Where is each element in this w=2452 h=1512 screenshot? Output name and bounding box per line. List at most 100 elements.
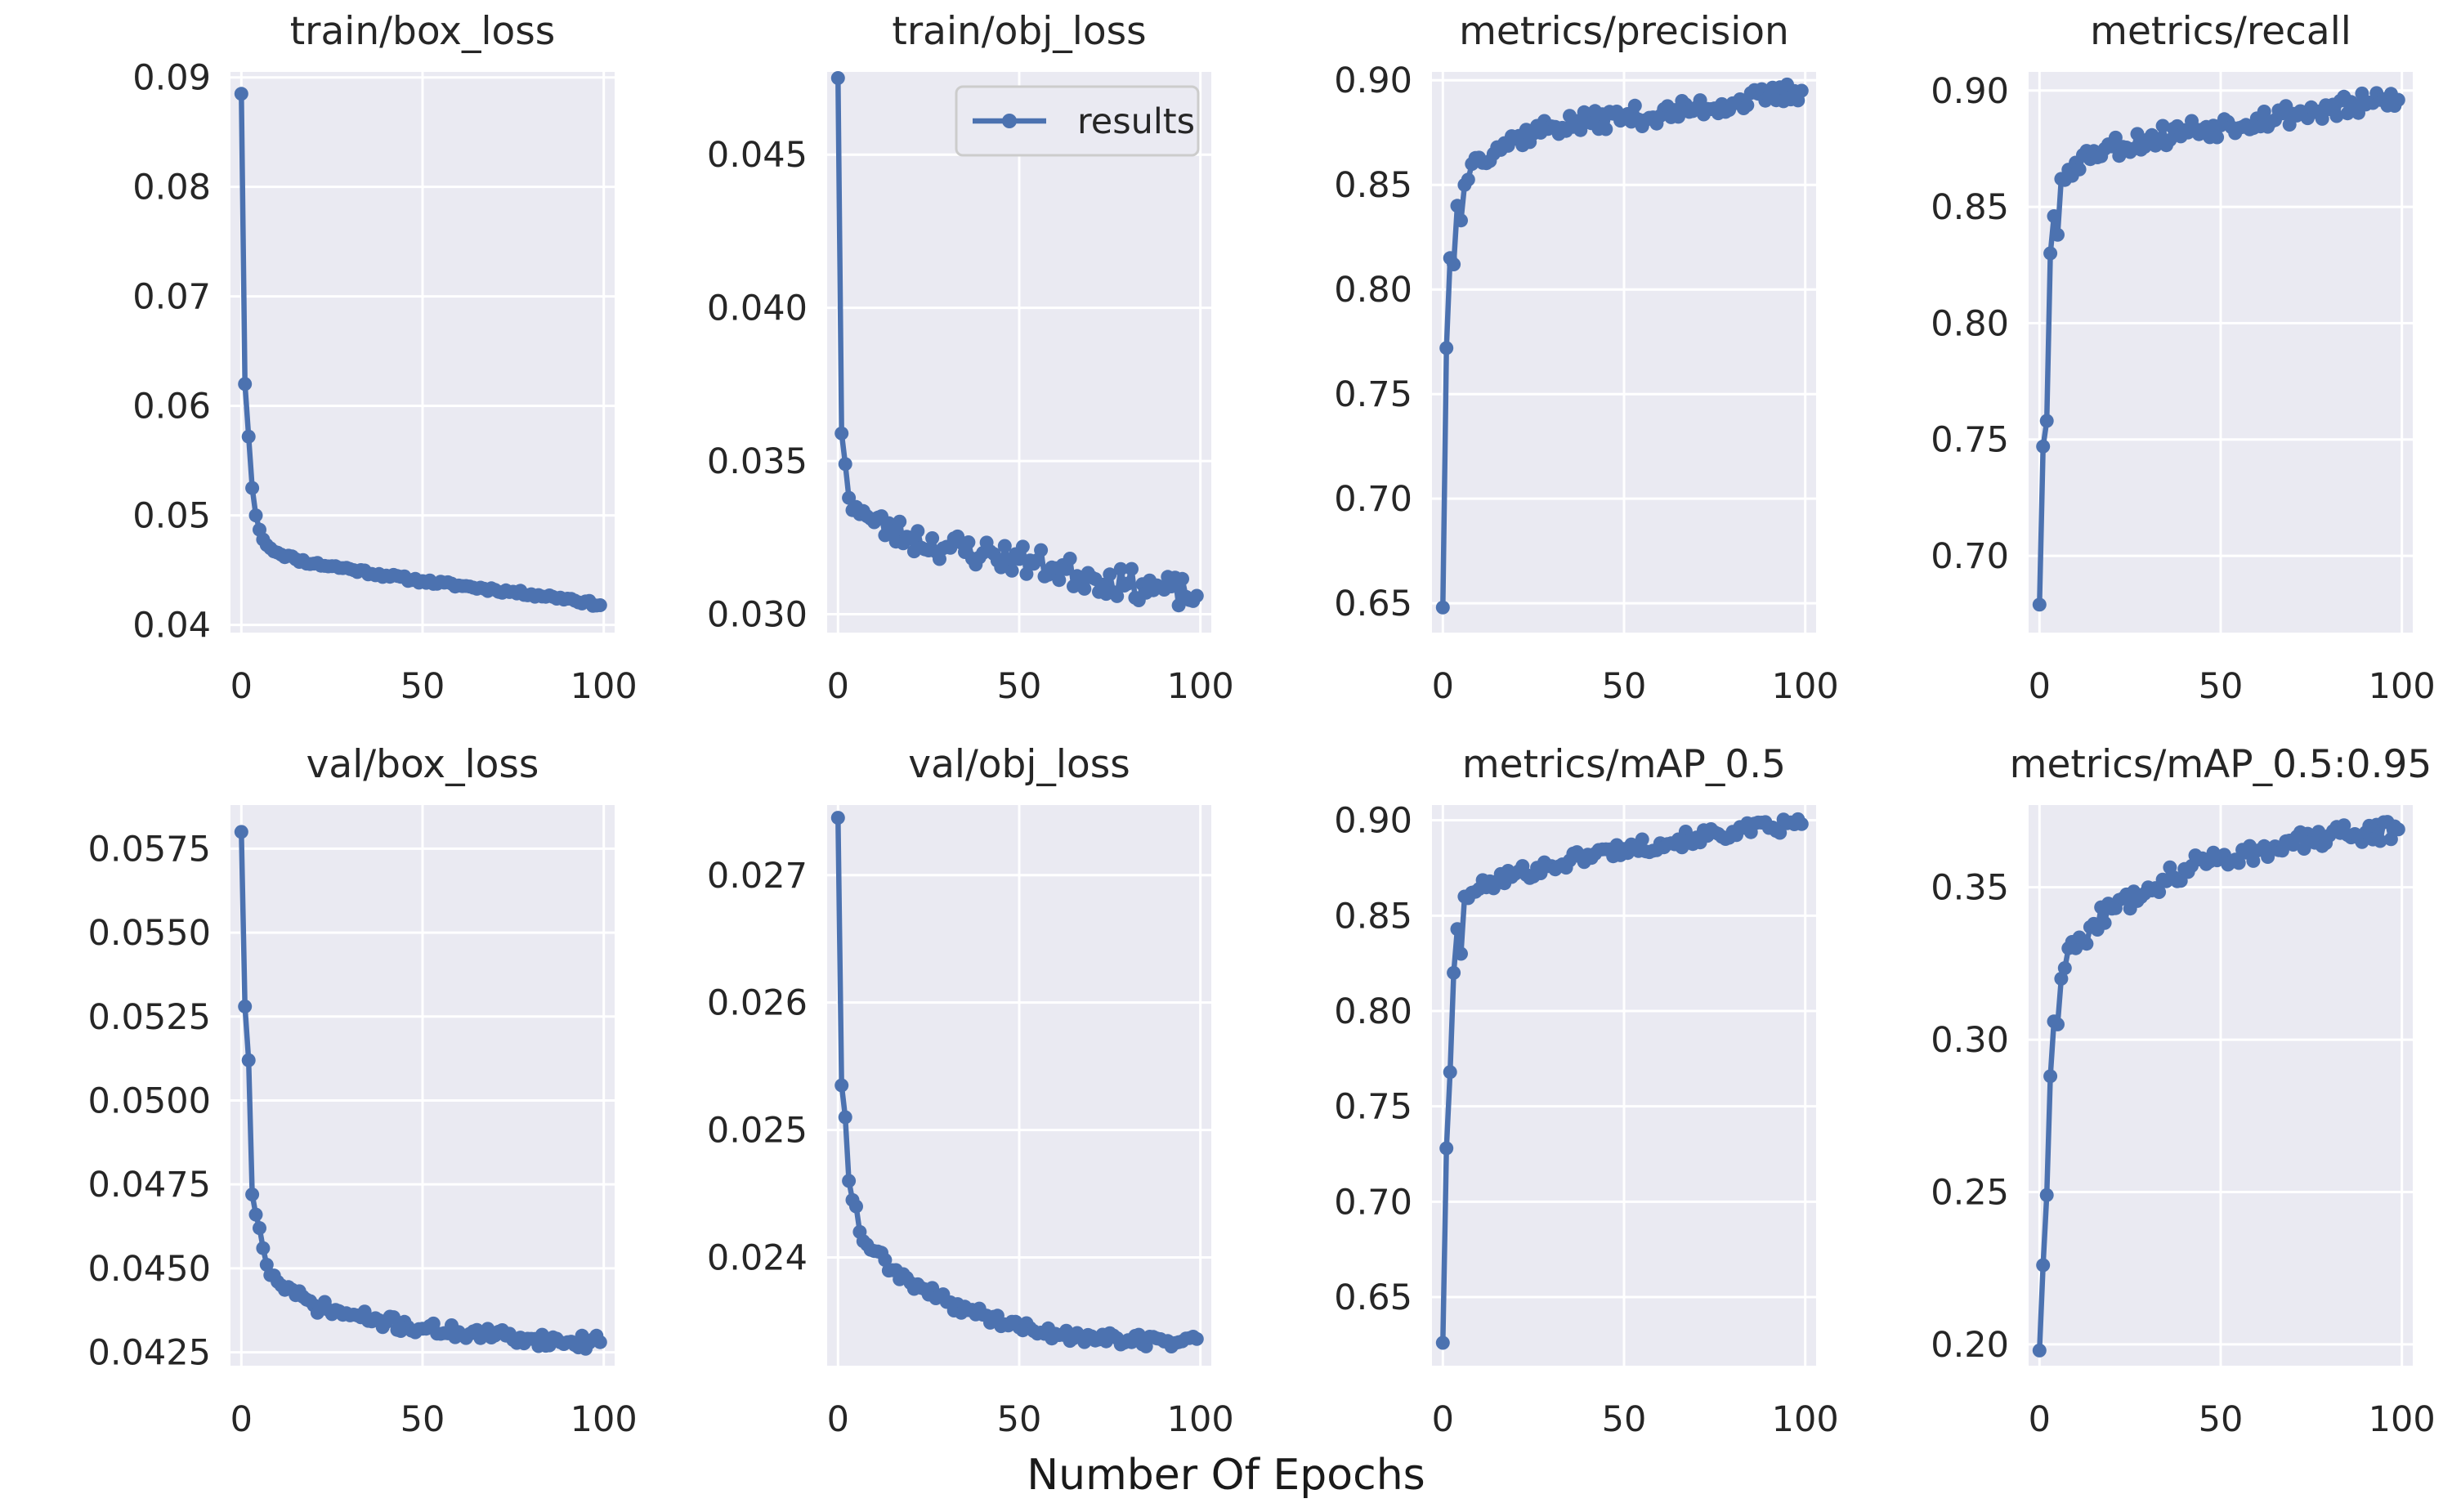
legend-box <box>955 85 1200 157</box>
data-point <box>1740 98 1755 113</box>
y-tick-label: 0.04 <box>132 606 211 646</box>
data-point <box>842 1174 857 1188</box>
x-tick-label: 100 <box>1167 1399 1234 1440</box>
y-tick-label: 0.07 <box>132 277 211 318</box>
data-point <box>2163 132 2177 147</box>
legend-marker <box>1002 114 1017 128</box>
data-point <box>248 508 263 523</box>
data-point <box>2036 1258 2051 1273</box>
data-point <box>1103 567 1117 582</box>
y-tick-label: 0.35 <box>1931 868 2009 909</box>
data-point <box>925 531 940 545</box>
chart-panel-5: 0 50 100 0.0425 0.0450 0.0475 0.0500 0.0525 0.05… <box>88 742 638 1440</box>
x-tick-label: 0 <box>827 1399 849 1440</box>
data-point <box>2043 246 2058 261</box>
data-point <box>1121 576 1135 591</box>
y-tick-label: 0.026 <box>707 983 808 1024</box>
y-tick-label: 0.05 <box>132 496 211 537</box>
data-point <box>241 429 256 444</box>
x-tick-label: 50 <box>400 666 445 707</box>
data-point <box>1077 581 1092 596</box>
data-point <box>2311 825 2326 839</box>
data-point <box>2079 937 2094 951</box>
data-point <box>838 1110 852 1125</box>
chart-panel-6: 0 50 100 0.024 0.025 0.026 0.027 val/obj_loss <box>707 742 1234 1440</box>
y-tick-label: 0.0550 <box>88 913 211 954</box>
data-point <box>2051 1017 2065 1031</box>
x-tick-label: 50 <box>1602 666 1647 707</box>
chart-title: metrics/precision <box>1459 9 1789 54</box>
x-tick-label: 100 <box>570 1399 638 1440</box>
y-tick-label: 0.65 <box>1334 1277 1412 1318</box>
y-tick-label: 0.040 <box>707 289 808 329</box>
data-point <box>2097 915 2112 930</box>
data-point <box>1443 1065 1457 1080</box>
x-tick-label: 50 <box>2199 666 2244 707</box>
x-axis-label: Number Of Epochs <box>1027 1451 1425 1500</box>
x-tick-label: 100 <box>2369 666 2436 707</box>
chart-panel-7: 0 50 100 0.65 0.70 0.75 0.80 0.85 0.90 metrics/mA… <box>1334 742 1838 1440</box>
x-tick-label: 100 <box>1772 666 1839 707</box>
chart-panel-2: 0 50 100 0.030 0.035 0.040 0.045 train/obj_loss… <box>707 9 1234 707</box>
x-tick-label: 50 <box>1602 1399 1647 1440</box>
y-tick-label: 0.70 <box>1334 1182 1412 1223</box>
data-point <box>593 1335 607 1349</box>
data-point <box>1773 825 1788 840</box>
y-tick-label: 0.85 <box>1334 165 1412 206</box>
x-tick-label: 100 <box>2369 1399 2436 1440</box>
data-point <box>1189 588 1204 603</box>
data-point <box>2231 856 2246 870</box>
data-point <box>593 598 607 612</box>
y-tick-label: 0.20 <box>1931 1325 2009 1366</box>
x-tick-label: 100 <box>1167 666 1234 707</box>
y-tick-label: 0.0575 <box>88 829 211 870</box>
chart-title: metrics/mAP_0.5 <box>1462 742 1786 787</box>
data-point <box>253 1221 266 1236</box>
x-tick-label: 50 <box>997 1399 1042 1440</box>
y-tick-label: 0.08 <box>132 168 211 208</box>
y-tick-label: 0.85 <box>1931 187 2009 228</box>
x-tick-label: 0 <box>1432 666 1454 707</box>
data-point <box>933 552 946 566</box>
data-point <box>834 426 849 441</box>
x-tick-label: 100 <box>1772 1399 1839 1440</box>
data-point <box>911 524 925 539</box>
x-tick-label: 0 <box>2029 1399 2051 1440</box>
legend-label: results <box>1077 101 1195 142</box>
data-point <box>2155 119 2170 133</box>
data-point <box>1113 561 1128 576</box>
data-point <box>1125 561 1139 576</box>
chart-title: val/box_loss <box>306 742 539 787</box>
chart-panel-1: 0 50 100 0.04 0.05 0.06 0.07 0.08 0.09 train/box_… <box>132 9 637 707</box>
data-point <box>1599 122 1613 136</box>
data-point <box>838 457 852 472</box>
y-tick-label: 0.0450 <box>88 1249 211 1290</box>
x-tick-label: 0 <box>827 666 849 707</box>
data-point <box>234 825 248 839</box>
data-point <box>387 1310 400 1325</box>
chart-panel-3: 0 50 100 0.65 0.70 0.75 0.80 0.85 0.90 metrics/pr… <box>1334 9 1838 707</box>
y-tick-label: 0.75 <box>1334 1087 1412 1128</box>
y-tick-label: 0.75 <box>1334 374 1412 415</box>
data-point <box>2032 1343 2047 1358</box>
data-point <box>256 1241 271 1255</box>
data-point <box>245 481 260 495</box>
legend: results <box>955 85 1200 157</box>
y-tick-label: 0.30 <box>1931 1020 2009 1061</box>
y-tick-label: 0.80 <box>1931 303 2009 344</box>
data-point <box>1005 563 1019 578</box>
data-point <box>2032 597 2047 612</box>
data-point <box>1063 552 1077 566</box>
data-point <box>1034 543 1049 557</box>
data-point <box>1450 199 1465 213</box>
data-point <box>2210 130 2225 145</box>
data-point <box>1175 571 1189 586</box>
data-point <box>2383 832 2398 847</box>
data-point <box>1635 832 1649 847</box>
data-point <box>2130 127 2145 141</box>
y-tick-label: 0.90 <box>1334 801 1412 842</box>
data-point <box>1012 552 1027 566</box>
data-point <box>961 535 976 549</box>
data-point <box>2391 822 2405 837</box>
x-tick-label: 0 <box>2029 666 2051 707</box>
